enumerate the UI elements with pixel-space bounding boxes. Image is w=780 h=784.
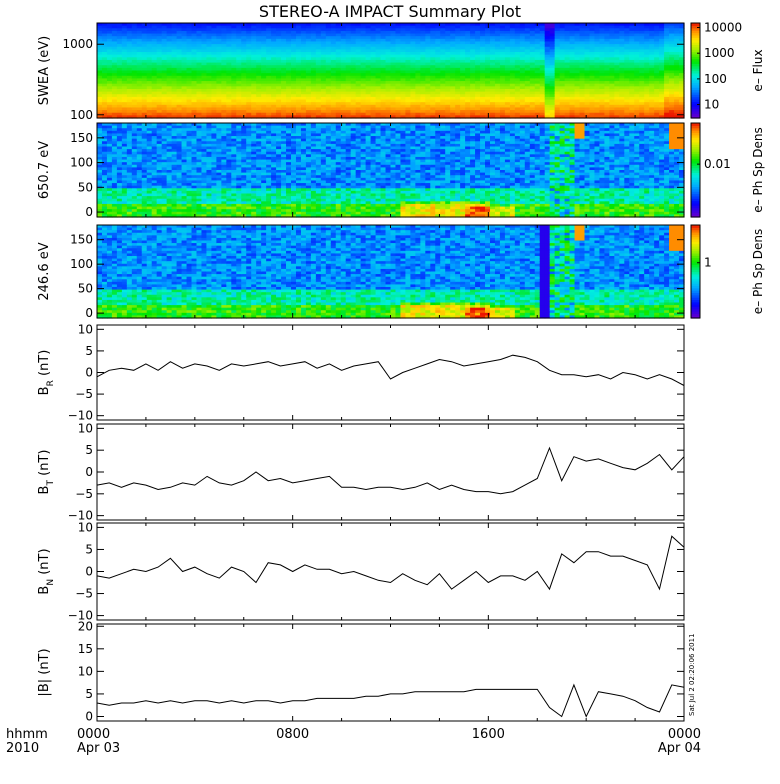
- chart-title: STEREO-A IMPACT Summary Plot: [259, 2, 521, 21]
- panel-swea: 10 100 1000 10000 e– Flux 100 1000 SWEA (eV): [37, 21, 765, 122]
- y-tick-label: 100: [70, 108, 93, 122]
- colorbar-tick-label: 1000: [704, 46, 735, 60]
- colorbar-tick-label: 10000: [704, 21, 742, 35]
- colorbar-tick-label: 10: [704, 98, 719, 112]
- colorbar-swea: 10 100 1000 10000 e– Flux: [691, 21, 765, 119]
- panels: 10 100 1000 10000 e– Flux 100 1000 SWEA (eV) 0.0…: [37, 21, 765, 724]
- spectrogram-swea: [97, 23, 685, 119]
- y-axis-label-swea: SWEA (eV): [37, 36, 52, 105]
- y-tick-label: 1000: [62, 37, 93, 51]
- spectrogram-pad650: [97, 123, 685, 218]
- colorbar-tick-label: 100: [704, 72, 727, 86]
- colorbar-label: e– Flux: [751, 49, 765, 91]
